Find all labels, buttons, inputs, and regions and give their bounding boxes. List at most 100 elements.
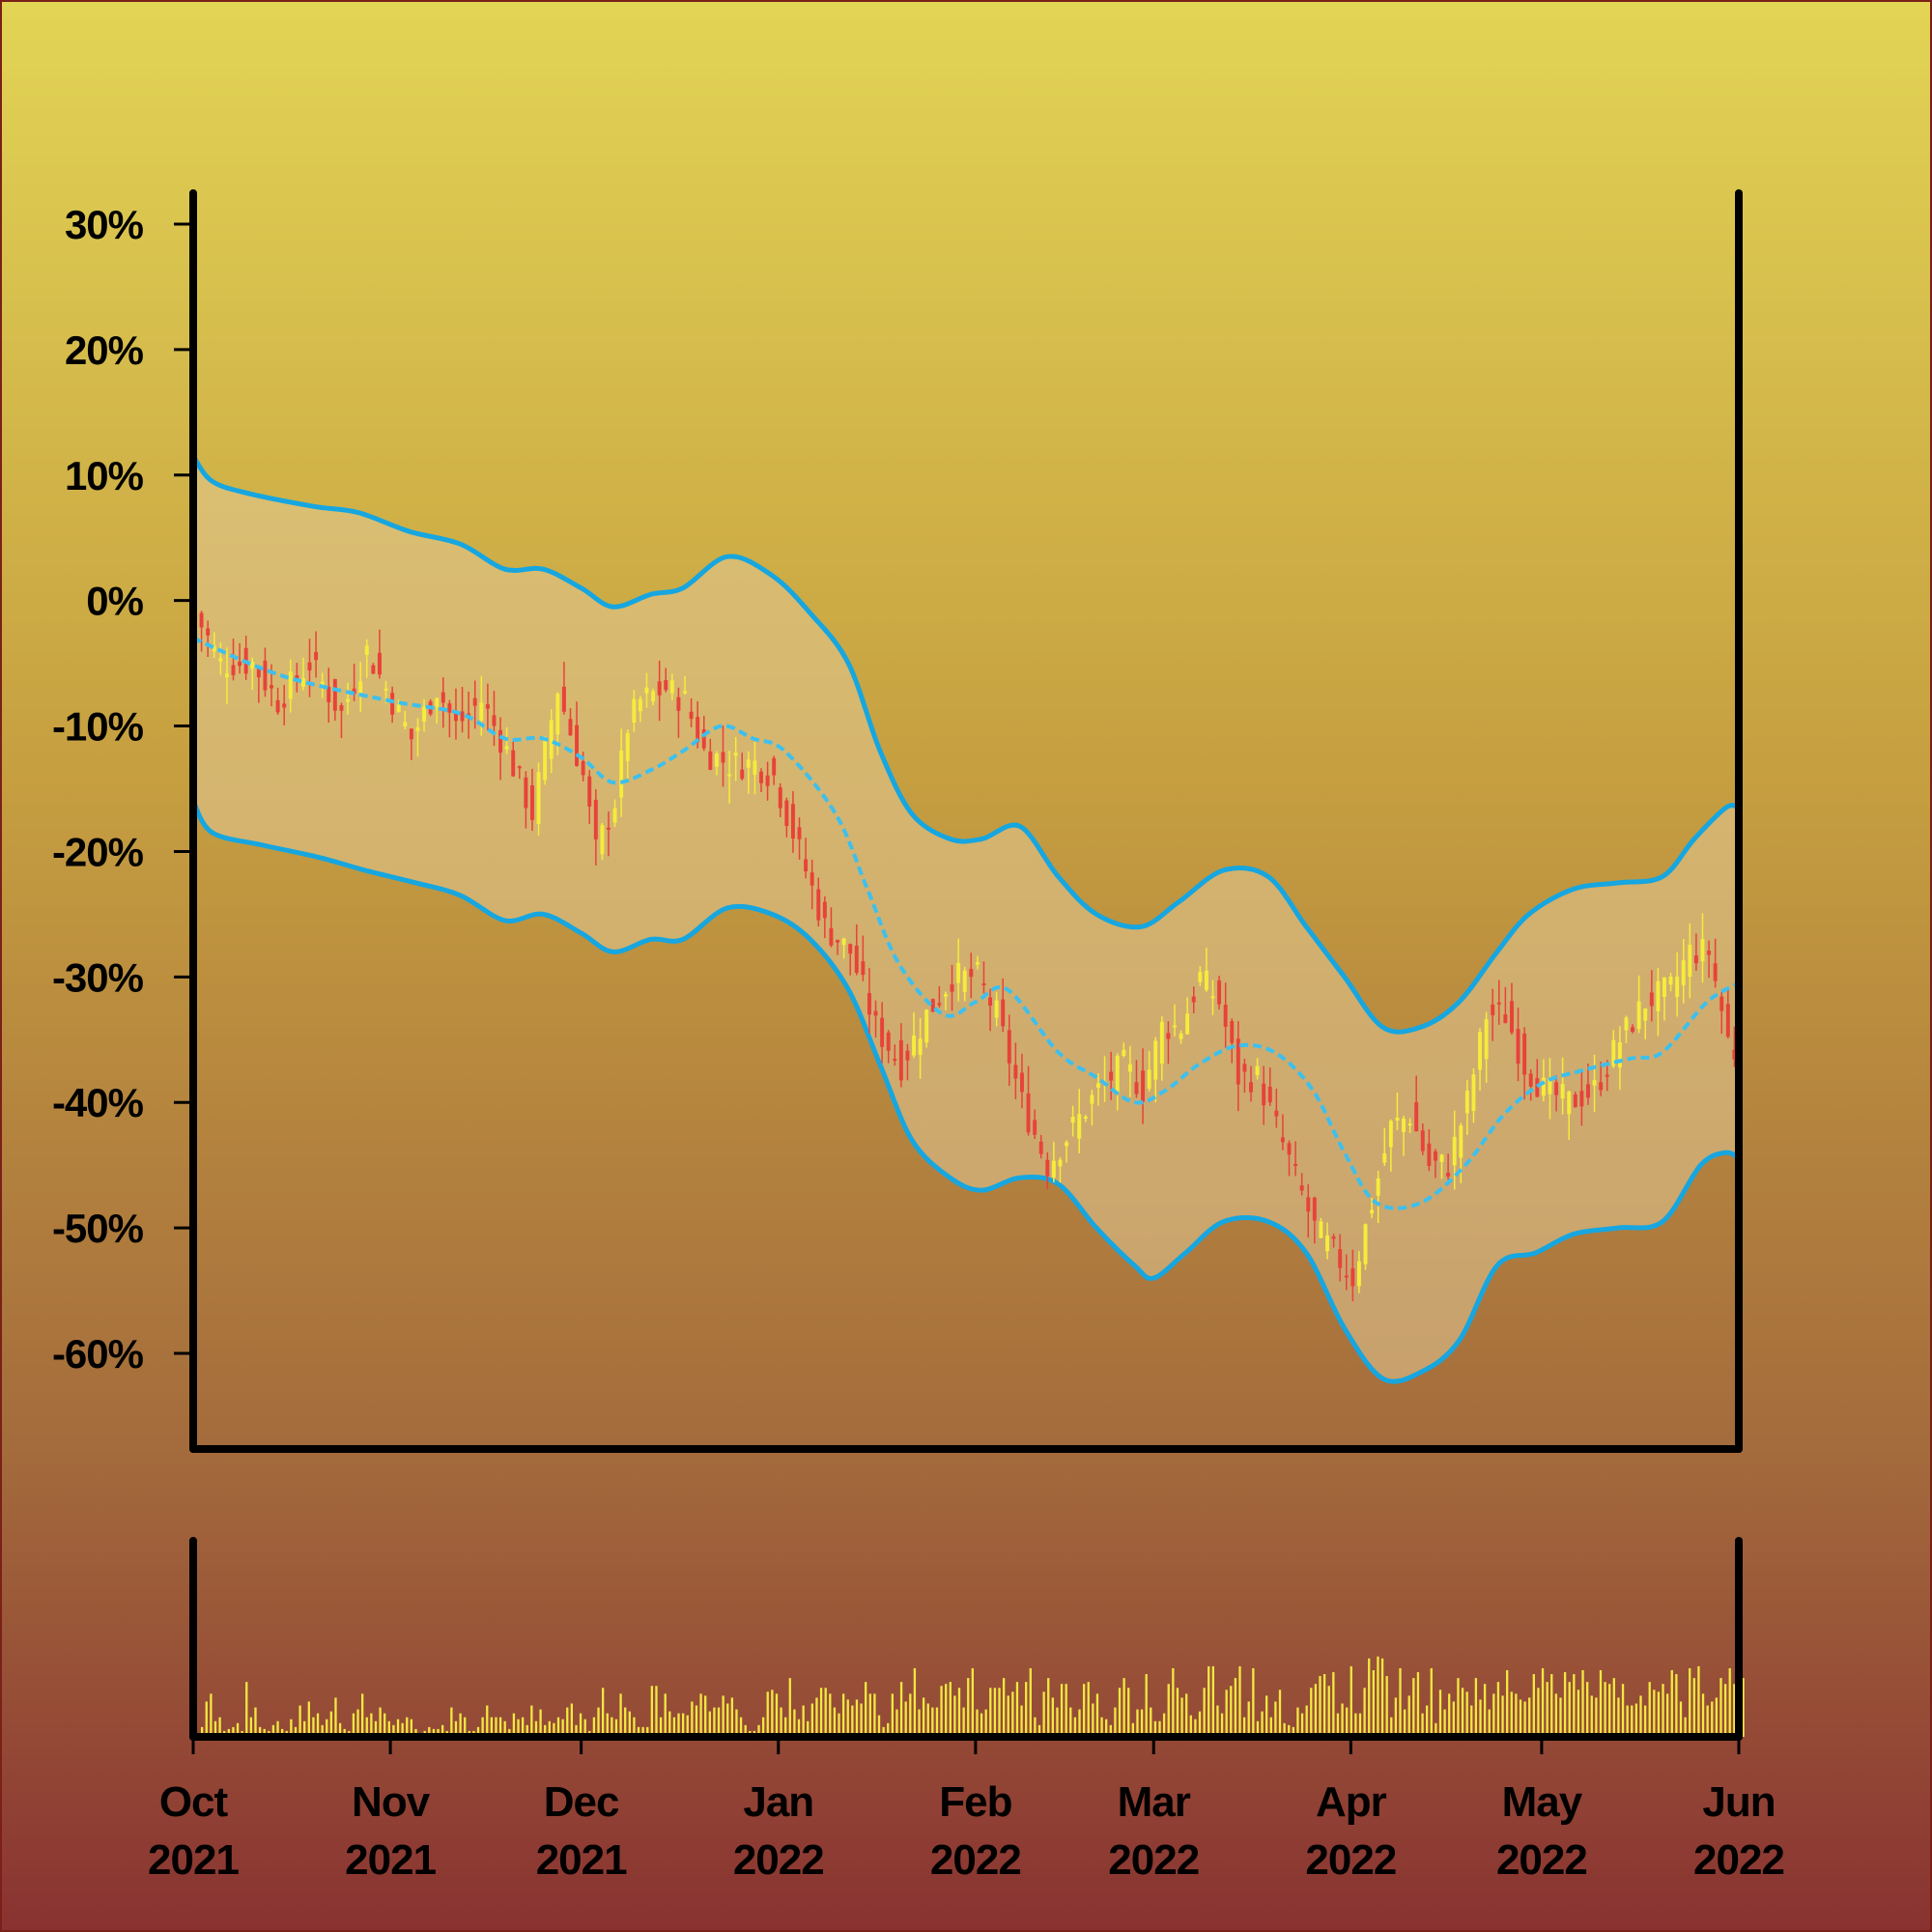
volume-bar xyxy=(1626,1705,1629,1737)
candle-body xyxy=(1280,1137,1285,1143)
volume-bar xyxy=(810,1703,814,1737)
volume-bar xyxy=(1122,1678,1125,1737)
band-fill xyxy=(193,456,1739,1382)
candle-body xyxy=(479,702,484,721)
volume-bar xyxy=(1621,1684,1625,1737)
volume-bar xyxy=(646,1726,649,1737)
candle-body xyxy=(1433,1151,1437,1161)
volume-bar xyxy=(1211,1665,1214,1737)
volume-bar xyxy=(1300,1713,1304,1737)
volume-bar xyxy=(1719,1678,1722,1737)
volume-bar xyxy=(1065,1684,1067,1737)
candle-body xyxy=(816,889,821,921)
candle-body xyxy=(836,939,839,943)
volume-bar xyxy=(218,1717,221,1737)
volume-bar xyxy=(1653,1690,1656,1737)
volume-bar xyxy=(833,1707,837,1737)
candle-body xyxy=(1058,1159,1063,1167)
volume-bar xyxy=(1506,1669,1509,1737)
candle-body xyxy=(1033,1120,1037,1135)
volume-bar xyxy=(1697,1665,1700,1737)
candle-body xyxy=(346,698,350,702)
candle-body xyxy=(854,945,859,974)
candle-body xyxy=(1230,1021,1235,1043)
candle-body xyxy=(898,1039,903,1081)
volume-bar xyxy=(356,1709,359,1737)
candle-body xyxy=(714,753,719,767)
volume-bar xyxy=(1310,1688,1313,1737)
volume-bar xyxy=(503,1720,506,1737)
candle-body xyxy=(644,687,649,694)
candle-body xyxy=(1350,1267,1355,1287)
volume-bar xyxy=(1483,1684,1487,1737)
candle-body xyxy=(1019,1072,1024,1093)
volume-bar xyxy=(1252,1667,1255,1737)
volume-bar xyxy=(797,1719,801,1737)
volume-bar xyxy=(575,1724,578,1737)
volume-bar xyxy=(1002,1678,1006,1737)
volume-bar xyxy=(517,1719,520,1737)
volume-bar xyxy=(744,1724,747,1737)
candle-body xyxy=(1624,1017,1629,1031)
volume-bar xyxy=(1283,1722,1286,1737)
volume-bar xyxy=(1662,1684,1664,1737)
candle-body xyxy=(256,668,261,678)
axis-layer xyxy=(174,189,1743,1754)
volume-bar xyxy=(254,1707,257,1737)
candle-body xyxy=(1631,1027,1635,1032)
candle-body xyxy=(861,961,866,976)
candle-body xyxy=(1007,1030,1011,1064)
volume-bar xyxy=(882,1726,885,1737)
candle-body xyxy=(1668,977,1673,985)
candle-body xyxy=(460,711,465,722)
candle-body xyxy=(593,799,598,839)
candle-body xyxy=(1439,1154,1444,1162)
candle-body xyxy=(638,698,642,712)
candle-body xyxy=(651,691,656,702)
volume-bar xyxy=(280,1728,284,1737)
candle-body xyxy=(1636,1001,1641,1030)
candle-body xyxy=(886,1032,891,1051)
candle-body xyxy=(727,774,732,777)
volume-bar xyxy=(1648,1682,1651,1737)
volume-bar xyxy=(1069,1707,1072,1737)
volume-bar xyxy=(526,1724,528,1737)
volume-bar xyxy=(303,1720,306,1737)
volume-bar xyxy=(1011,1691,1014,1737)
volume-bar xyxy=(1114,1707,1117,1737)
candle-body xyxy=(422,706,427,723)
candle-body xyxy=(1198,972,1203,982)
volume-bar xyxy=(1568,1682,1571,1737)
candle-body xyxy=(524,777,528,809)
volume-bar xyxy=(307,1701,310,1737)
volume-bar xyxy=(1470,1705,1473,1737)
candle-body xyxy=(1356,1261,1361,1287)
volume-bar xyxy=(1118,1688,1122,1737)
volume-bar xyxy=(1100,1717,1103,1737)
candle-body xyxy=(778,787,782,809)
volume-bar xyxy=(401,1722,404,1737)
volume-bar xyxy=(984,1709,987,1737)
candle-body xyxy=(1484,1019,1489,1060)
candle-body xyxy=(1299,1185,1304,1191)
label-layer: 30% 20% 10% 0% -10% -20% -30% -40% -50% -60% Oct 20… xyxy=(52,202,1785,1884)
candle-body xyxy=(371,665,376,674)
candle-body xyxy=(288,671,293,699)
volume-bar xyxy=(539,1709,542,1737)
candle-body xyxy=(994,1000,999,1018)
candle-body xyxy=(1210,996,1215,999)
candle-body xyxy=(612,808,617,823)
candle-body xyxy=(1051,1160,1056,1179)
volume-bar xyxy=(677,1713,680,1737)
volume-bar xyxy=(396,1719,400,1737)
candle-body xyxy=(797,827,802,839)
candle-body xyxy=(1567,1091,1572,1115)
candle-body xyxy=(314,651,319,661)
candle-body xyxy=(669,680,674,694)
volume-bar xyxy=(865,1682,867,1737)
volume-bar xyxy=(205,1701,208,1737)
candle-body xyxy=(975,962,980,965)
volume-bar xyxy=(1488,1709,1491,1737)
candle-body xyxy=(1153,1040,1158,1080)
volume-bar xyxy=(1363,1688,1366,1737)
